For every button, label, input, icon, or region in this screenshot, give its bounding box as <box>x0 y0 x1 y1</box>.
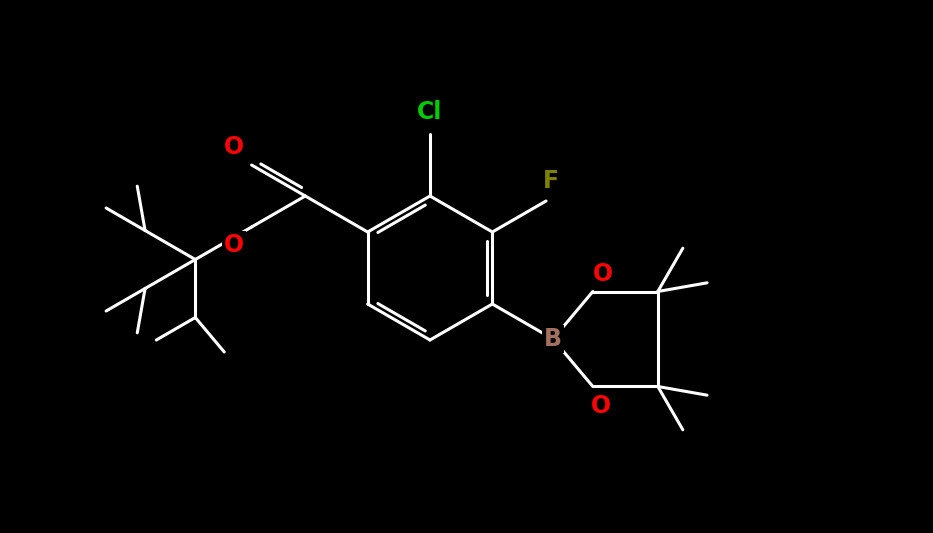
Text: B: B <box>544 327 562 351</box>
Text: O: O <box>591 394 611 418</box>
Text: O: O <box>224 135 244 159</box>
Text: O: O <box>592 262 613 286</box>
Text: Cl: Cl <box>417 100 442 124</box>
Text: O: O <box>224 233 244 257</box>
Text: F: F <box>543 169 559 193</box>
